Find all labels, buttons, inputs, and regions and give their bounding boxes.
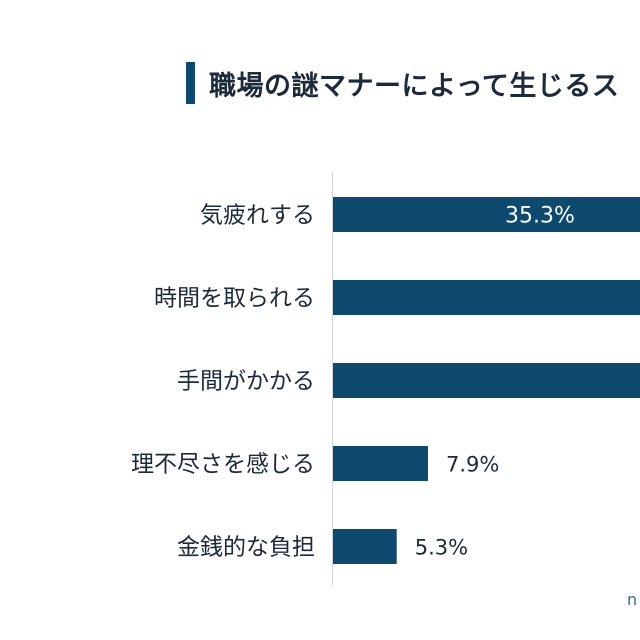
data-label: 35.3% [505,204,575,229]
data-label: 7.9% [446,453,499,477]
category-label: 理不尽さを感じる [131,452,315,478]
data-label: 5.3% [415,536,468,560]
bar [333,529,397,564]
title-accent-bar [186,62,195,104]
source-fragment: n [627,590,638,609]
chart-title-text: 職場の謎マナーによって生じるス [209,70,620,102]
category-label: 気疲れする [200,203,315,229]
bar [333,197,640,232]
category-label: 金銭的な負担 [177,535,315,561]
bar [333,363,640,398]
category-label: 時間を取られる [154,286,315,312]
chart-title: 職場の謎マナーによって生じるス [186,62,619,104]
bar [333,280,640,315]
bar [333,446,428,481]
category-label: 手間がかかる [177,369,315,395]
